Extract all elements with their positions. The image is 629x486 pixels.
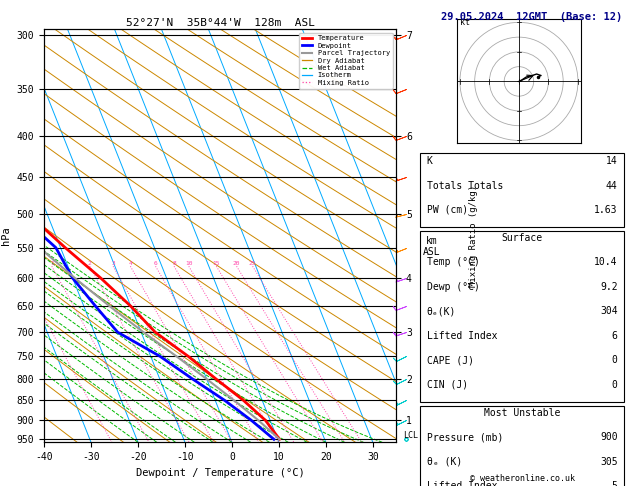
Text: 1.63: 1.63 [594, 205, 618, 215]
Text: 304: 304 [600, 306, 618, 316]
Title: 52°27'N  35B°44'W  128m  ASL: 52°27'N 35B°44'W 128m ASL [126, 18, 314, 28]
Text: 4: 4 [128, 261, 132, 266]
Text: 44: 44 [606, 180, 618, 191]
Text: 305: 305 [600, 457, 618, 467]
Text: Pressure (mb): Pressure (mb) [426, 432, 503, 442]
Text: θₑ (K): θₑ (K) [426, 457, 462, 467]
Text: 6: 6 [611, 331, 618, 341]
Text: 2: 2 [88, 261, 92, 266]
Text: 900: 900 [600, 432, 618, 442]
Text: Lifted Index: Lifted Index [426, 331, 497, 341]
Text: 5: 5 [611, 481, 618, 486]
Bar [420, 231, 624, 402]
Legend: Temperature, Dewpoint, Parcel Trajectory, Dry Adiabat, Wet Adiabat, Isotherm, Mi: Temperature, Dewpoint, Parcel Trajectory… [299, 33, 392, 88]
Y-axis label: hPa: hPa [1, 226, 11, 245]
Text: PW (cm): PW (cm) [426, 205, 468, 215]
Text: 25: 25 [249, 261, 257, 266]
X-axis label: Dewpoint / Temperature (°C): Dewpoint / Temperature (°C) [136, 468, 304, 478]
Text: Surface: Surface [501, 233, 543, 243]
Text: 29.05.2024  12GMT  (Base: 12): 29.05.2024 12GMT (Base: 12) [441, 12, 622, 22]
Text: LCL: LCL [403, 431, 418, 440]
Text: CIN (J): CIN (J) [426, 380, 468, 390]
Text: 1: 1 [50, 261, 53, 266]
Text: K: K [426, 156, 433, 166]
Text: Lifted Index: Lifted Index [426, 481, 497, 486]
Text: 0: 0 [611, 380, 618, 390]
Text: θₑ(K): θₑ(K) [426, 306, 456, 316]
Text: Dewp (°C): Dewp (°C) [426, 282, 479, 292]
Text: © weatheronline.co.uk: © weatheronline.co.uk [470, 473, 574, 483]
Text: Most Unstable: Most Unstable [484, 408, 560, 418]
Text: 3: 3 [111, 261, 115, 266]
Text: 15: 15 [213, 261, 220, 266]
Text: Mixing Ratio (g/kg): Mixing Ratio (g/kg) [469, 185, 478, 287]
Text: 8: 8 [172, 261, 176, 266]
Text: 10.4: 10.4 [594, 258, 618, 267]
Text: 14: 14 [606, 156, 618, 166]
Text: 0: 0 [611, 355, 618, 365]
Text: CAPE (J): CAPE (J) [426, 355, 474, 365]
Y-axis label: km
ASL: km ASL [423, 236, 440, 257]
Text: 10: 10 [185, 261, 192, 266]
Text: 20: 20 [233, 261, 240, 266]
Text: kt: kt [460, 18, 470, 27]
Bar [420, 153, 624, 227]
Text: 6: 6 [153, 261, 157, 266]
Bar [420, 406, 624, 486]
Text: Temp (°C): Temp (°C) [426, 258, 479, 267]
Text: Totals Totals: Totals Totals [426, 180, 503, 191]
Text: 9.2: 9.2 [600, 282, 618, 292]
